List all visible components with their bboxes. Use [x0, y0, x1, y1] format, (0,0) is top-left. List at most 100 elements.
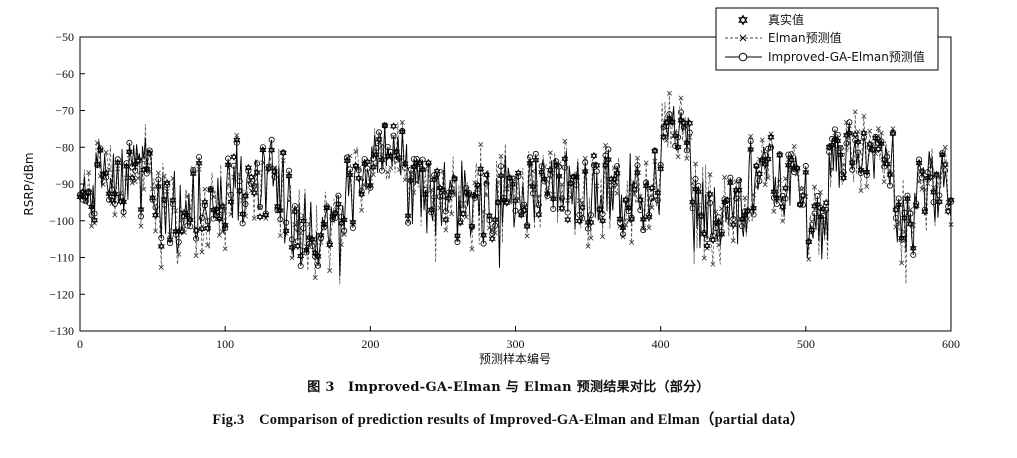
elman-point: [315, 261, 321, 267]
elman-point: [495, 180, 501, 186]
elman-point: [585, 243, 591, 249]
true-point: [718, 230, 726, 239]
true-point: [346, 170, 354, 179]
true-point: [483, 170, 490, 179]
true-point: [285, 172, 293, 181]
elman-point: [608, 190, 614, 196]
elman-point: [228, 211, 234, 217]
elman-point: [196, 166, 202, 172]
ga-elman-point: [193, 235, 200, 242]
true-point: [218, 202, 226, 211]
y-tick-label: −110: [50, 251, 74, 265]
true-point: [244, 163, 252, 172]
ga-elman-point: [265, 163, 272, 170]
elman-point: [164, 188, 170, 194]
ga-elman-point: [564, 209, 571, 216]
ga-elman-point: [442, 208, 449, 215]
true-point: [207, 185, 215, 194]
ga-elman-point: [884, 153, 891, 160]
true-point: [610, 174, 618, 183]
elman-point: [211, 194, 217, 200]
elman-point: [919, 186, 925, 192]
elman-point: [260, 160, 266, 166]
elman-point: [103, 149, 109, 155]
true-point: [709, 235, 717, 244]
ga-elman-point: [756, 178, 763, 185]
elman-point: [289, 255, 295, 261]
ga-elman-point: [541, 178, 548, 185]
ga-elman-point: [599, 210, 606, 217]
true-point: [776, 151, 784, 160]
elman-point: [710, 261, 716, 267]
elman-point: [873, 151, 878, 157]
true-point: [274, 202, 281, 211]
true-point: [442, 215, 450, 224]
true-point: [523, 222, 531, 231]
ga-elman-point: [686, 129, 693, 136]
elman-point: [547, 150, 553, 156]
ga-elman-point: [344, 154, 351, 161]
true-point: [680, 118, 688, 127]
true-point: [439, 186, 447, 195]
true-point: [636, 195, 644, 204]
legend-circle-icon: [738, 52, 748, 62]
legend-marker-ga-elman: [725, 52, 762, 62]
true-point: [590, 151, 598, 160]
ga-elman-point: [483, 180, 490, 187]
elman-point: [559, 181, 565, 187]
elman-point: [504, 186, 510, 192]
true-point: [514, 169, 522, 177]
elman-point: [478, 142, 484, 148]
x-tick-label: 500: [797, 337, 815, 351]
true-point: [634, 168, 641, 177]
true-point: [381, 121, 389, 130]
true-point: [154, 182, 162, 191]
true-point: [387, 152, 395, 161]
elman-point: [190, 166, 196, 172]
elman-point: [742, 195, 748, 201]
x-tick-label: 400: [652, 337, 670, 351]
true-point: [224, 160, 232, 169]
elman-point: [751, 192, 757, 198]
true-point: [215, 214, 223, 224]
elman-point: [396, 167, 402, 173]
true-point: [938, 150, 946, 159]
elman-point: [841, 162, 847, 168]
ga-elman-point: [367, 184, 374, 191]
true-point: [355, 174, 363, 183]
true-point: [326, 240, 334, 249]
y-tick-label: −50: [55, 30, 74, 44]
true-point: [120, 197, 127, 206]
true-point: [474, 181, 482, 190]
ga-elman-point: [140, 156, 147, 163]
true-point: [213, 205, 220, 214]
elman-point: [646, 225, 652, 231]
true-point: [184, 211, 191, 220]
elman-point: [367, 175, 373, 181]
elman-point: [530, 168, 536, 174]
true-point: [358, 190, 366, 199]
ga-elman-point: [637, 207, 644, 214]
elman-point: [942, 144, 948, 150]
ga-elman-point: [405, 219, 412, 226]
ga-elman-point: [544, 192, 551, 199]
elman-point: [469, 246, 475, 252]
true-point: [886, 170, 894, 179]
true-point: [166, 235, 174, 244]
elman-point: [498, 153, 504, 159]
elman-point: [562, 138, 568, 144]
elman-point: [783, 176, 788, 182]
ga-elman-point: [878, 138, 885, 145]
elman-point: [759, 137, 765, 143]
true-point: [334, 200, 342, 209]
elman-point: [922, 187, 928, 193]
ga-elman-point: [831, 126, 838, 133]
elman-point: [902, 229, 908, 235]
ga-elman-point: [547, 171, 554, 178]
true-point: [111, 190, 119, 199]
true-point: [456, 218, 464, 227]
elman-point: [237, 172, 243, 178]
elman-point: [640, 225, 646, 231]
elman-point: [849, 164, 855, 170]
